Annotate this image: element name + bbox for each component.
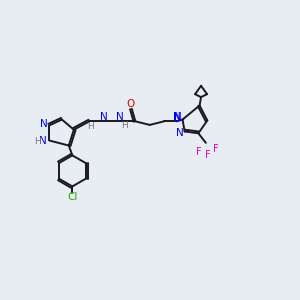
Text: N: N [174,112,182,122]
Text: N: N [100,112,108,122]
Text: F: F [206,150,211,161]
Text: Cl: Cl [67,193,77,202]
Text: F: F [196,147,202,158]
Text: N: N [116,112,124,122]
Text: H: H [87,122,94,130]
Text: N: N [176,128,184,138]
Text: F: F [213,144,218,154]
Text: H: H [34,136,41,146]
Text: H: H [121,121,128,130]
Text: N: N [39,136,46,146]
Text: O: O [126,99,134,109]
Text: N: N [173,112,181,122]
Text: N: N [40,119,48,129]
